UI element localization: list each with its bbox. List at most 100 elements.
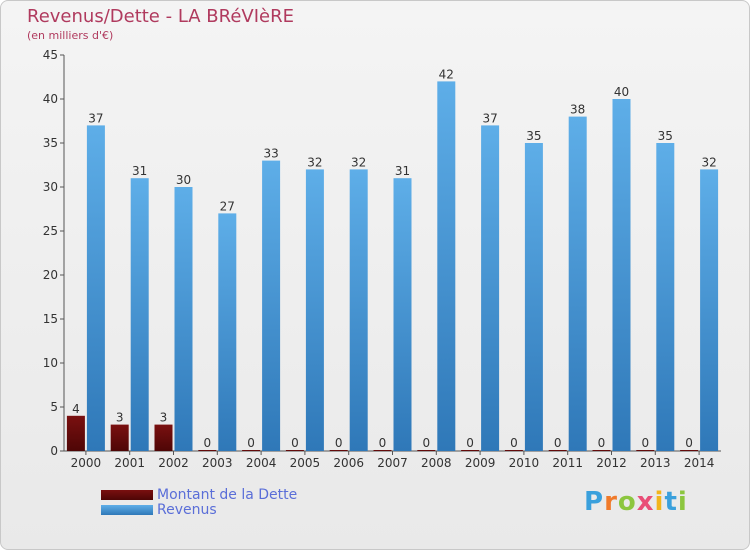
data-label-revenus-2001: 31: [132, 164, 147, 178]
data-label-dette-2008: 0: [422, 436, 430, 450]
data-label-dette-2009: 0: [466, 436, 474, 450]
bar-dette-2012: [592, 450, 611, 451]
data-label-dette-2004: 0: [247, 436, 255, 450]
bar-revenus-2014: [700, 169, 719, 451]
data-label-revenus-2012: 40: [614, 85, 629, 99]
legend-label-dette: Montant de la Dette: [157, 487, 298, 503]
x-tick-label: 2003: [202, 456, 233, 470]
x-tick-label: 2011: [552, 456, 583, 470]
y-tick-label: 10: [43, 356, 58, 370]
bar-dette-2007: [373, 450, 392, 451]
bar-dette-2003: [198, 450, 217, 451]
bar-revenus-2009: [481, 125, 500, 452]
y-tick-label: 5: [50, 400, 58, 414]
bar-revenus-2006: [349, 169, 368, 451]
x-tick-label: 2004: [246, 456, 277, 470]
data-label-revenus-2006: 32: [351, 155, 366, 169]
bar-revenus-2011: [568, 116, 587, 451]
chart-title: Revenus/Dette - LA BRéVIèRE: [27, 6, 294, 27]
bar-revenus-2010: [524, 143, 543, 451]
x-tick-label: 2006: [333, 456, 364, 470]
data-label-revenus-2005: 32: [307, 155, 322, 169]
y-tick-label: 25: [43, 224, 58, 238]
x-tick-label: 2013: [640, 456, 671, 470]
data-label-dette-2000: 4: [72, 402, 80, 416]
data-label-dette-2005: 0: [291, 436, 299, 450]
bar-dette-2010: [504, 450, 523, 451]
y-tick-label: 0: [50, 444, 58, 458]
data-label-dette-2002: 3: [160, 411, 168, 425]
data-label-revenus-2011: 38: [570, 103, 585, 117]
y-tick-label: 45: [43, 48, 58, 62]
proxiti-logo: Proxiti: [584, 487, 688, 517]
x-tick-label: 2009: [465, 456, 496, 470]
logo-letter: t: [664, 487, 678, 517]
logo-letter: o: [617, 487, 637, 517]
data-label-dette-2011: 0: [554, 436, 562, 450]
bar-dette-2001: [110, 424, 129, 451]
data-label-dette-2006: 0: [335, 436, 343, 450]
logo-letter: i: [677, 487, 688, 517]
bar-revenus-2000: [86, 125, 105, 452]
data-label-revenus-2010: 35: [526, 129, 541, 143]
data-label-dette-2013: 0: [641, 436, 649, 450]
data-label-revenus-2014: 32: [701, 155, 716, 169]
data-label-dette-2007: 0: [379, 436, 387, 450]
y-tick-label: 40: [43, 92, 58, 106]
x-tick-label: 2010: [509, 456, 540, 470]
bar-revenus-2013: [656, 143, 675, 451]
bar-dette-2006: [329, 450, 348, 451]
x-tick-label: 2001: [114, 456, 145, 470]
logo-letter: x: [636, 487, 655, 517]
y-tick-label: 30: [43, 180, 58, 194]
legend-swatch-dette: [101, 490, 153, 500]
data-label-revenus-2003: 27: [220, 199, 235, 213]
bar-revenus-2002: [174, 187, 193, 451]
logo-letter: i: [654, 487, 665, 517]
y-tick-label: 35: [43, 136, 58, 150]
logo-letter: r: [604, 487, 618, 517]
data-label-dette-2010: 0: [510, 436, 518, 450]
bar-dette-2000: [66, 415, 85, 451]
bar-dette-2014: [680, 450, 699, 451]
data-labels: 4373313300270330320320310420370350380400…: [72, 67, 717, 450]
bar-revenus-2008: [437, 81, 456, 452]
data-label-revenus-2007: 31: [395, 164, 410, 178]
bar-revenus-2007: [393, 178, 412, 451]
bar-dette-2005: [285, 450, 304, 451]
x-tick-label: 2008: [421, 456, 452, 470]
chart-subtitle: (en milliers d'€): [27, 29, 114, 42]
bar-revenus-2005: [305, 169, 324, 451]
x-tick-label: 2014: [684, 456, 715, 470]
bar-dette-2011: [548, 450, 567, 451]
data-label-revenus-2009: 37: [482, 111, 497, 125]
x-tick-label: 2007: [377, 456, 408, 470]
legend-swatch-revenus: [101, 505, 153, 515]
data-label-revenus-2013: 35: [658, 129, 673, 143]
bar-dette-2002: [154, 424, 173, 451]
logo-letter: P: [584, 487, 605, 517]
bar-revenus-2012: [612, 99, 631, 451]
data-label-revenus-2002: 30: [176, 173, 191, 187]
y-tick-label: 20: [43, 268, 58, 282]
x-tick-label: 2000: [71, 456, 102, 470]
bars: [66, 81, 719, 452]
bar-dette-2013: [636, 450, 655, 451]
bar-dette-2008: [417, 450, 436, 451]
bar-revenus-2004: [262, 160, 281, 451]
data-label-dette-2001: 3: [116, 411, 124, 425]
legend-label-revenus: Revenus: [157, 502, 217, 518]
bar-revenus-2003: [218, 213, 237, 451]
bar-revenus-2001: [130, 178, 149, 451]
data-label-dette-2014: 0: [685, 436, 693, 450]
data-label-dette-2012: 0: [598, 436, 606, 450]
data-label-revenus-2008: 42: [439, 67, 454, 81]
data-label-revenus-2000: 37: [88, 111, 103, 125]
bar-dette-2009: [461, 450, 480, 451]
x-tick-label: 2002: [158, 456, 189, 470]
y-tick-label: 15: [43, 312, 58, 326]
x-tick-label: 2012: [596, 456, 627, 470]
